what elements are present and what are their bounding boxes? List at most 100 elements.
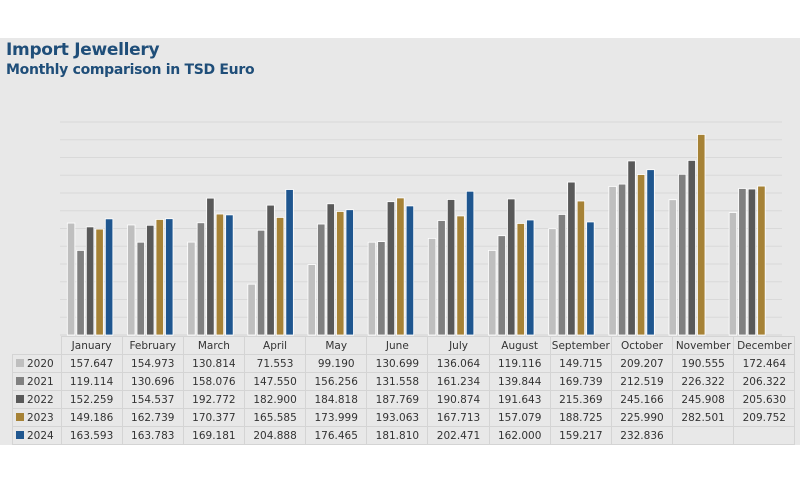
chart-title: Import Jewellery	[6, 40, 160, 60]
bar-2023-october	[636, 174, 646, 336]
month-header: June	[366, 336, 429, 355]
data-cell: 119.116	[488, 354, 551, 373]
data-cell: 158.076	[182, 372, 245, 391]
bar-2020-march	[187, 241, 196, 336]
bar-2023-august	[516, 223, 525, 336]
legend-entry: 2020	[12, 354, 62, 373]
bar-2022-february	[146, 224, 155, 336]
bar-2021-june	[377, 241, 386, 336]
bar-2021-may	[317, 223, 326, 336]
legend-entry: 2021	[12, 372, 62, 391]
data-cell: 209.752	[733, 408, 796, 427]
bar-2022-june	[386, 201, 396, 336]
data-cell: 162.000	[488, 426, 551, 445]
data-cell: 130.814	[182, 354, 245, 373]
bar-2022-july	[446, 199, 456, 336]
bar-2020-november	[668, 199, 677, 336]
data-cell: 191.643	[488, 390, 551, 409]
bar-2022-september	[567, 181, 576, 336]
table-row: 2020 157.647 154.973 130.814 71.553 99.190 130…	[12, 354, 796, 373]
bar-2023-february	[155, 219, 164, 336]
data-cell: 139.844	[488, 372, 551, 391]
bar-2021-december	[738, 188, 747, 336]
month-header: July	[427, 336, 490, 355]
data-cell: 136.064	[427, 354, 490, 373]
bar-2022-december	[747, 188, 757, 336]
month-header: April	[243, 336, 307, 355]
data-cell: 159.217	[549, 426, 612, 445]
data-cell: 181.810	[366, 426, 429, 445]
month-header: December	[733, 336, 796, 355]
bar-2023-december	[757, 185, 766, 336]
bar-2020-october	[608, 186, 617, 336]
bar-2021-august	[497, 235, 506, 336]
bar-2022-november	[687, 160, 696, 336]
data-cell: 169.181	[182, 426, 245, 445]
data-cell: 282.501	[672, 408, 735, 427]
legend-entry: 2022	[12, 390, 62, 409]
bar-2020-september	[548, 228, 557, 336]
data-cell: 130.699	[366, 354, 429, 373]
data-cell: 245.908	[672, 390, 735, 409]
bar-2022-october	[627, 160, 636, 336]
data-cell: 232.836	[610, 426, 674, 445]
data-cell: 206.322	[733, 372, 796, 391]
data-cell: 212.519	[610, 372, 674, 391]
bar-2020-february	[127, 224, 136, 336]
month-header: May	[305, 336, 368, 355]
legend-entry: 2023	[12, 408, 62, 427]
table-corner	[13, 337, 62, 355]
bar-2020-april	[247, 283, 256, 336]
bar-2024-may	[345, 209, 354, 336]
data-cell	[733, 426, 796, 445]
bar-2020-june	[367, 241, 377, 336]
bar-2023-january	[95, 228, 104, 336]
data-cell: 176.465	[305, 426, 368, 445]
data-cell: 184.818	[305, 390, 368, 409]
bar-2020-august	[488, 250, 497, 336]
legend-swatch	[16, 412, 24, 421]
bar-2024-august	[526, 219, 535, 336]
data-cell: 131.558	[366, 372, 429, 391]
data-cell: 172.464	[733, 354, 796, 373]
data-cell: 99.190	[305, 354, 368, 373]
bar-2020-may	[307, 264, 316, 336]
data-cell: 245.166	[610, 390, 674, 409]
month-header: January	[60, 336, 123, 355]
data-cell: 190.874	[427, 390, 490, 409]
data-cell: 149.186	[60, 408, 123, 427]
data-cell: 202.471	[427, 426, 490, 445]
legend-entry: 2024	[12, 426, 62, 445]
data-cell: 156.256	[305, 372, 368, 391]
month-header: August	[488, 336, 551, 355]
data-cell: 187.769	[366, 390, 429, 409]
legend-label: 2024	[27, 429, 54, 442]
data-cell	[672, 426, 735, 445]
data-cell: 163.593	[60, 426, 123, 445]
data-cell: 165.585	[243, 408, 307, 427]
bar-2023-september	[576, 200, 586, 336]
bar-2022-march	[206, 197, 215, 336]
bar-2021-september	[557, 214, 567, 336]
gridlines	[60, 121, 782, 336]
data-cell: 167.713	[427, 408, 490, 427]
data-cell: 188.725	[549, 408, 612, 427]
data-cell: 192.772	[182, 390, 245, 409]
bar-2021-january	[76, 250, 85, 336]
data-cell: 209.207	[610, 354, 674, 373]
data-cell: 149.715	[549, 354, 612, 373]
month-header: October	[610, 336, 674, 355]
data-cell: 162.739	[121, 408, 184, 427]
table-row: 2024 163.593 163.783 169.181 204.888 176.465 1…	[12, 426, 796, 445]
bar-2024-june	[405, 205, 415, 336]
legend-swatch	[16, 394, 24, 403]
data-cell: 119.114	[60, 372, 123, 391]
data-cell: 147.550	[243, 372, 307, 391]
data-cell: 170.377	[182, 408, 245, 427]
bar-2023-july	[456, 215, 465, 336]
bar-2024-march	[225, 214, 234, 336]
data-cell: 173.999	[305, 408, 368, 427]
bar-2022-may	[326, 203, 335, 336]
month-header: September	[549, 336, 612, 355]
data-table: January February March April May June July Augu…	[12, 336, 796, 445]
